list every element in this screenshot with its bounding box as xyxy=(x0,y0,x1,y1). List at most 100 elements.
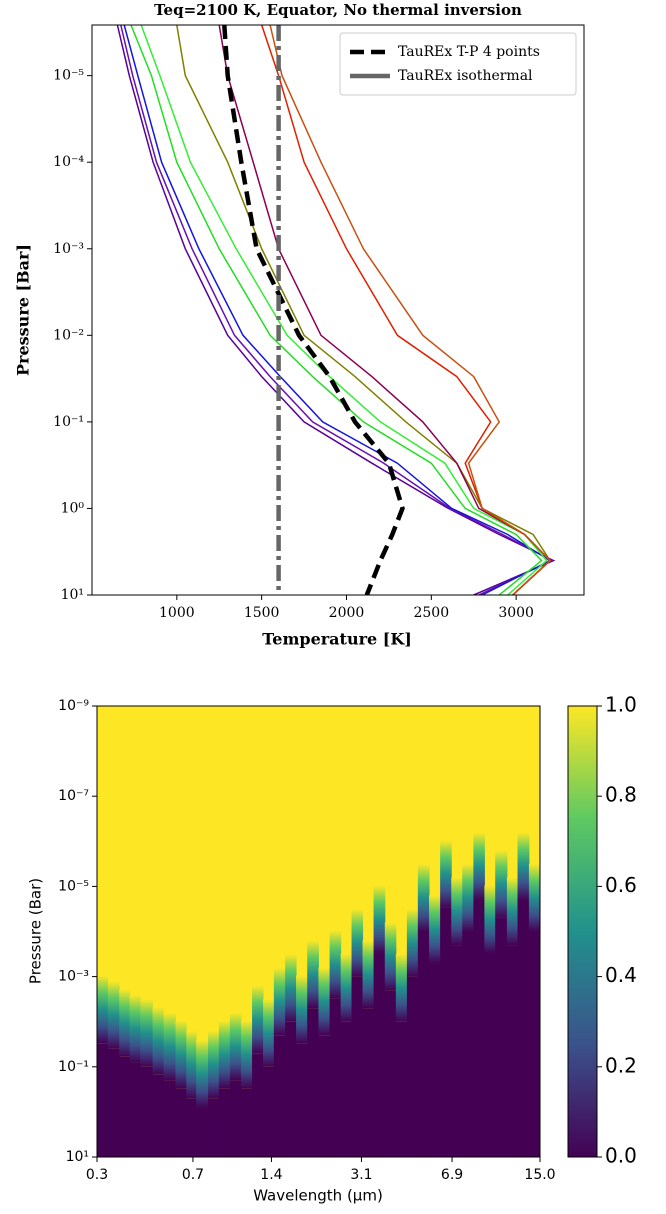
x-tick-label: 2000 xyxy=(329,605,365,621)
transition-gradient xyxy=(97,975,109,1044)
x-tick-label: 1500 xyxy=(244,605,280,621)
opaque-region xyxy=(163,1080,176,1157)
x-axis-label: Temperature [K] xyxy=(262,630,412,649)
transition-gradient xyxy=(263,999,275,1067)
transition-gradient xyxy=(429,895,441,964)
opaque-region xyxy=(218,1088,231,1157)
opaque-region xyxy=(340,1021,353,1157)
y-axis-label: Pressure (Bar) xyxy=(27,878,45,984)
transition-gradient xyxy=(129,994,141,1063)
x-tick-label: 3.1 xyxy=(350,1167,372,1183)
transition-gradient xyxy=(329,930,342,999)
series-line xyxy=(130,25,543,595)
chart-title: Teq=2100 K, Equator, No thermal inversio… xyxy=(154,1,522,19)
x-tick-label: 15.0 xyxy=(524,1167,555,1183)
colorbar-tick-label: 0.8 xyxy=(605,783,637,807)
transition-gradient xyxy=(218,1020,231,1089)
opaque-region xyxy=(440,907,452,1157)
transition-gradient xyxy=(186,1030,197,1099)
opaque-region xyxy=(273,1035,286,1157)
opaque-region xyxy=(307,1008,319,1157)
colorbar-tick-label: 0.4 xyxy=(605,963,637,987)
y-tick-label: 10⁻² xyxy=(53,327,84,343)
opaque-region xyxy=(451,945,463,1157)
series-line xyxy=(269,25,552,595)
transition-gradient xyxy=(517,832,530,900)
series-line xyxy=(218,25,552,595)
legend-label: TauREx T-P 4 points xyxy=(398,44,540,60)
colorbar-tick-label: 0.2 xyxy=(605,1053,637,1077)
opaque-region xyxy=(351,976,364,1157)
opaque-region xyxy=(429,963,441,1157)
opaque-region xyxy=(484,953,496,1157)
y-tick-label: 10⁻³ xyxy=(53,241,84,257)
transition-gradient xyxy=(175,1020,187,1089)
y-tick-label: 10⁻⁹ xyxy=(58,698,89,714)
opaque-region xyxy=(140,1066,154,1157)
transition-gradient xyxy=(318,967,331,1036)
transition-gradient xyxy=(119,989,131,1057)
y-tick-label: 10⁻¹ xyxy=(53,414,84,430)
transition-gradient xyxy=(296,975,308,1044)
colorbar-tick-label: 1.0 xyxy=(605,693,637,717)
opaque-region xyxy=(263,1066,275,1157)
opaque-region xyxy=(462,931,474,1157)
transition-gradient xyxy=(528,863,540,932)
y-tick-label: 10⁻⁷ xyxy=(58,788,89,804)
transition-gradient xyxy=(462,863,474,932)
opaque-region xyxy=(229,1080,242,1157)
plot-area xyxy=(97,832,540,1157)
opaque-region xyxy=(152,1074,165,1157)
opaque-region xyxy=(285,1021,297,1157)
transition-gradient xyxy=(384,922,397,991)
y-tick-label: 10¹ xyxy=(66,1149,89,1165)
opaque-region xyxy=(196,1107,209,1157)
opaque-region xyxy=(384,990,397,1157)
y-tick-label: 10⁻⁵ xyxy=(58,878,89,894)
transition-gradient xyxy=(107,981,120,1049)
transition-gradient xyxy=(395,954,408,1022)
transition-gradient xyxy=(340,954,353,1022)
x-tick-label: 2500 xyxy=(413,605,449,621)
transition-gradient xyxy=(285,954,297,1022)
transition-gradient xyxy=(495,850,508,918)
opaque-region xyxy=(495,917,508,1157)
opaque-region xyxy=(318,1035,331,1157)
transition-gradient xyxy=(406,908,419,977)
transition-gradient xyxy=(484,885,496,954)
series-line xyxy=(123,25,552,595)
transition-gradient xyxy=(351,908,364,977)
opaque-region xyxy=(406,976,419,1157)
opaque-region xyxy=(417,931,430,1157)
series-line xyxy=(222,25,405,595)
opaque-region xyxy=(186,1098,197,1157)
transition-gradient xyxy=(229,1012,242,1081)
transition-gradient xyxy=(140,999,154,1067)
opaque-region xyxy=(175,1088,187,1157)
axes-frame xyxy=(91,24,585,596)
transition-gradient xyxy=(252,985,264,1054)
opaque-region xyxy=(107,1048,120,1157)
opaque-region xyxy=(528,931,540,1157)
transition-gradient xyxy=(362,940,375,1009)
opaque-region xyxy=(129,1062,141,1157)
opaque-region xyxy=(373,953,386,1157)
y-tick-label: 10⁻⁵ xyxy=(53,68,84,84)
x-tick-label: 0.3 xyxy=(86,1167,108,1183)
transition-gradient xyxy=(373,885,386,954)
plot-area xyxy=(116,25,556,595)
opaque-region xyxy=(97,1043,109,1157)
opaque-region xyxy=(252,1053,264,1157)
transition-gradient xyxy=(208,1030,220,1099)
axes-frame xyxy=(96,705,541,1158)
opaque-region xyxy=(296,1043,308,1157)
transition-gradient xyxy=(196,1039,209,1108)
x-tick-label: 6.9 xyxy=(441,1167,463,1183)
y-tick-label: 10⁻¹ xyxy=(58,1059,89,1075)
y-axis-label: Pressure [Bar] xyxy=(14,244,33,376)
y-tick-label: 10¹ xyxy=(61,587,84,603)
colorbar xyxy=(567,705,598,1158)
transition-gradient xyxy=(152,1007,165,1075)
y-tick-label: 10⁻⁴ xyxy=(53,154,84,170)
